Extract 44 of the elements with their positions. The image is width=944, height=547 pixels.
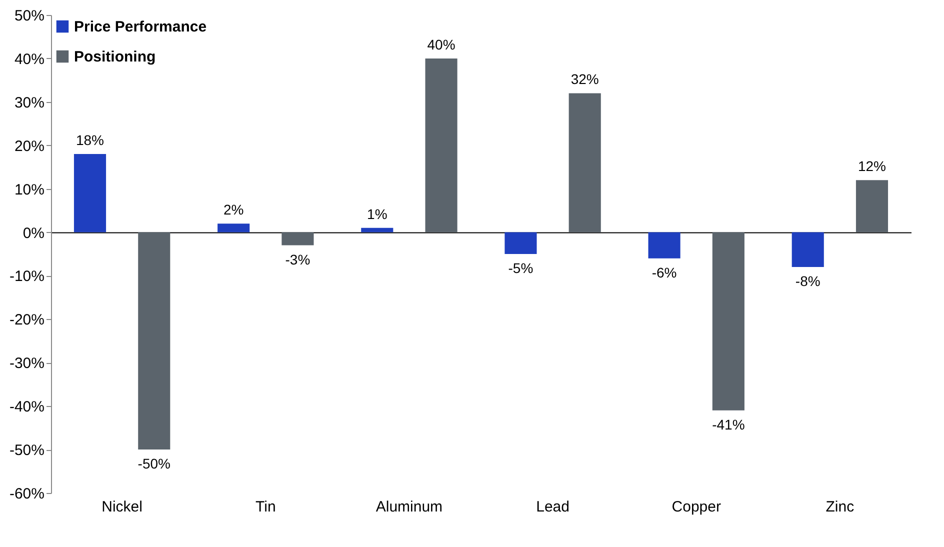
- bar: [856, 180, 888, 232]
- y-tick-label: 40%: [14, 50, 44, 68]
- bar: [218, 224, 250, 232]
- y-tick-label: 20%: [14, 138, 44, 155]
- y-tick-label: -20%: [9, 312, 44, 329]
- bar: [568, 93, 601, 232]
- y-tick-label: -50%: [9, 442, 44, 460]
- data-label: 18%: [76, 132, 104, 148]
- bar: [648, 232, 680, 258]
- y-tick-label: 50%: [14, 8, 44, 24]
- y-tick-label: 30%: [14, 94, 44, 112]
- y-tick-label: -60%: [9, 486, 44, 502]
- data-label: 2%: [223, 202, 244, 218]
- x-tick-label: Nickel: [102, 498, 142, 516]
- legend-label: Positioning: [74, 48, 156, 66]
- data-label: 1%: [367, 206, 388, 222]
- x-tick-label: Tin: [256, 498, 276, 516]
- data-label: -5%: [508, 260, 534, 276]
- data-label: 40%: [427, 36, 456, 52]
- x-tick-label: Zinc: [826, 498, 855, 516]
- bar: [504, 232, 537, 254]
- data-label: -41%: [712, 416, 745, 432]
- legend-label: Price Performance: [74, 18, 207, 36]
- data-label: -8%: [795, 273, 820, 290]
- data-label: -50%: [138, 456, 170, 472]
- bar: [712, 232, 744, 410]
- y-tick-label: 0%: [22, 224, 44, 242]
- y-tick-label: -30%: [9, 355, 44, 372]
- x-tick-label: Lead: [536, 498, 570, 516]
- y-tick-label: -10%: [9, 268, 44, 286]
- bar: [138, 232, 170, 450]
- bar: [425, 58, 458, 232]
- bar: [74, 154, 106, 232]
- bar: [361, 228, 394, 232]
- x-tick-label: Aluminum: [376, 498, 443, 516]
- y-tick-label: 10%: [14, 181, 44, 198]
- data-label: -6%: [652, 264, 677, 280]
- bar: [792, 232, 824, 268]
- y-tick-label: -40%: [9, 398, 44, 416]
- data-label: 32%: [570, 71, 599, 88]
- data-label: -3%: [285, 251, 310, 268]
- data-label: 12%: [858, 158, 886, 174]
- bar: [282, 232, 314, 246]
- x-tick-label: Copper: [672, 498, 721, 516]
